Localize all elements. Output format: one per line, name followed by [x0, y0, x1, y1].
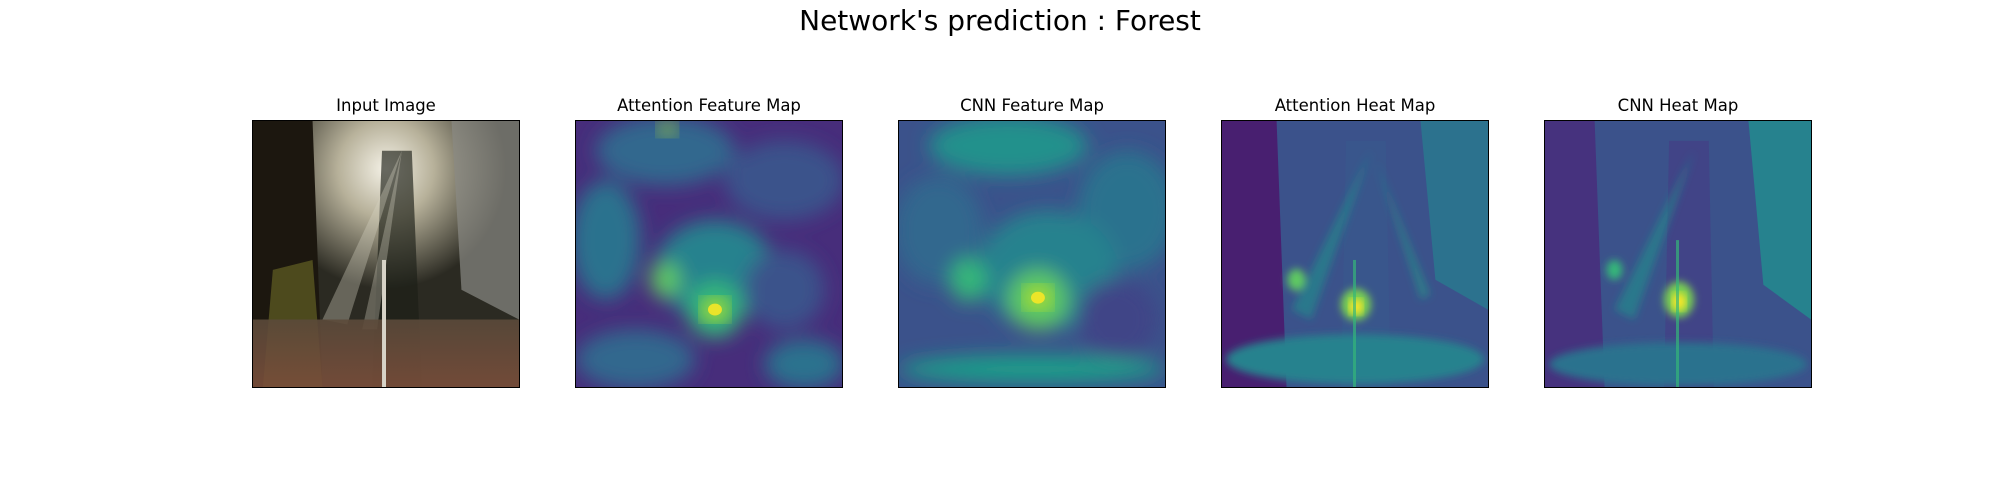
- input-image-title: Input Image: [336, 96, 436, 115]
- attention-heat-map-panel: [1221, 120, 1489, 388]
- cnn-feature-map-panel: [898, 120, 1166, 388]
- attention-feature-map-panel: [575, 120, 843, 388]
- cnn-heat-map-title: CNN Heat Map: [1617, 96, 1739, 115]
- attention-heat-map-title: Attention Heat Map: [1274, 96, 1436, 115]
- figure-suptitle: Network's prediction : Forest: [799, 4, 1201, 37]
- attention-heat-map-image: [1222, 121, 1488, 387]
- input-image-panel: [252, 120, 520, 388]
- attention-feature-map-title: Attention Feature Map: [617, 96, 801, 115]
- cnn-feature-map-image: [899, 121, 1165, 387]
- cnn-heat-map-panel: [1544, 120, 1812, 388]
- attention-feature-map-image: [576, 121, 842, 387]
- cnn-feature-map-title: CNN Feature Map: [960, 96, 1104, 115]
- forest-photo: [253, 121, 519, 387]
- cnn-heat-map-image: [1545, 121, 1811, 387]
